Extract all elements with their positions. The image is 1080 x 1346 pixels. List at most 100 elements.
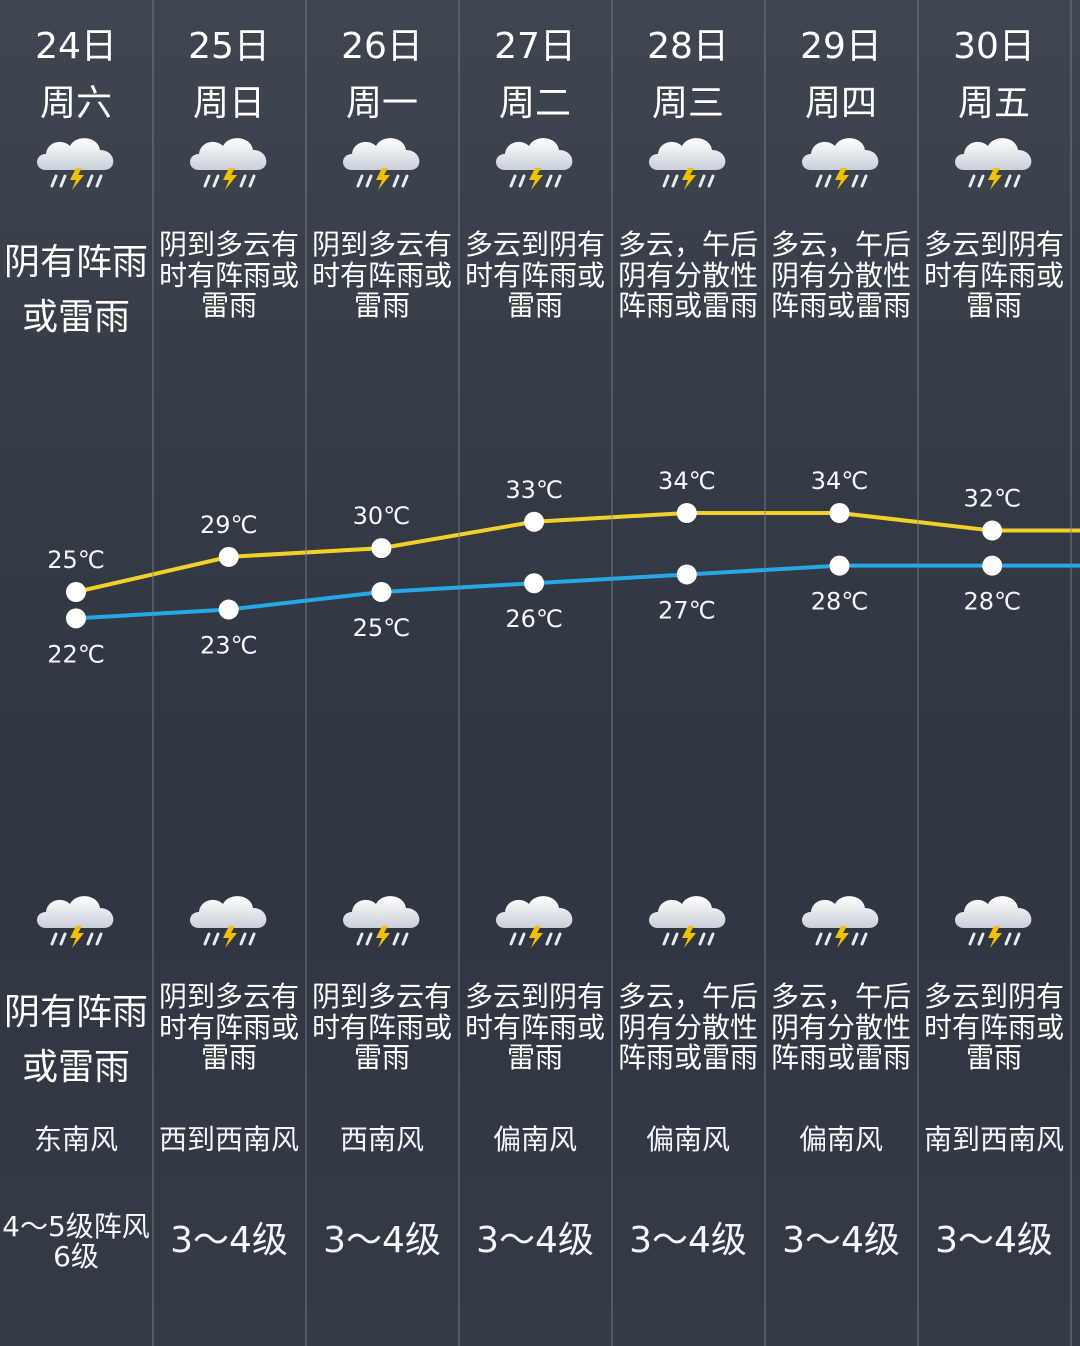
- wind-direction: 西南风: [339, 1123, 424, 1156]
- day-weather-description: 阴有阵雨或雷雨: [3, 242, 148, 338]
- forecast-date: 28日: [647, 26, 729, 67]
- thunderstorm-cloud-icon: [491, 888, 581, 950]
- wind-level: 4～5级阵风6级: [2, 1210, 150, 1273]
- day-weather-description: 多云，午后阴有分散性阵雨或雷雨: [770, 228, 911, 322]
- forecast-weekday: 周二: [498, 83, 571, 124]
- forecast-day-column[interactable]: 24日 周六 阴有阵雨或雷雨 阴有阵雨或雷雨: [0, 0, 152, 1346]
- wind-direction: 南到西南风: [923, 1123, 1064, 1156]
- wind-direction: 偏南风: [492, 1123, 577, 1156]
- night-weather-description: 多云到阴有时有阵雨或雷雨: [464, 980, 605, 1074]
- forecast-date: 29日: [800, 26, 882, 67]
- column-divider: [764, 0, 766, 1346]
- thunderstorm-cloud-icon: [185, 888, 275, 950]
- low-temperature-label: 27℃: [658, 596, 716, 624]
- low-temperature-point[interactable]: [829, 555, 850, 576]
- thunderstorm-cloud-icon: [32, 888, 122, 950]
- low-temperature-label: 22℃: [47, 640, 105, 668]
- high-temperature-point[interactable]: [524, 511, 545, 532]
- wind-level: 3～4级: [170, 1220, 288, 1261]
- forecast-day-column[interactable]: 30日 周五 多云到阴有时有阵雨或雷雨 多云: [918, 0, 1070, 1346]
- thunderstorm-cloud-icon: [185, 130, 275, 192]
- wind-level: 3～4级: [476, 1220, 594, 1261]
- high-temperature-label: 33℃: [505, 476, 563, 504]
- wind-direction: 偏南风: [645, 1123, 730, 1156]
- wind-direction: 偏南风: [798, 1123, 883, 1156]
- high-temperature-label: 30℃: [353, 502, 411, 530]
- forecast-weekday: 周一: [345, 83, 418, 124]
- night-weather-description: 多云到阴有时有阵雨或雷雨: [923, 980, 1064, 1074]
- night-weather-description: 多云，午后阴有分散性阵雨或雷雨: [770, 980, 911, 1074]
- column-divider: [611, 0, 613, 1346]
- forecast-date: 24日: [35, 26, 117, 67]
- forecast-date: 26日: [341, 26, 423, 67]
- thunderstorm-cloud-icon: [32, 130, 122, 192]
- low-temperature-label: 28℃: [963, 588, 1021, 616]
- high-temperature-point[interactable]: [371, 538, 392, 559]
- forecast-weekday: 周六: [39, 83, 112, 124]
- thunderstorm-cloud-icon: [797, 130, 887, 192]
- thunderstorm-cloud-icon: [797, 888, 887, 950]
- column-divider: [305, 0, 307, 1346]
- high-temperature-label: 25℃: [47, 546, 105, 574]
- night-weather-description: 多云，午后阴有分散性阵雨或雷雨: [617, 980, 758, 1074]
- high-temperature-point[interactable]: [66, 582, 86, 602]
- low-temperature-point[interactable]: [371, 582, 392, 602]
- day-weather-description: 阴到多云有时有阵雨或雷雨: [158, 228, 299, 322]
- forecast-day-column[interactable]: 26日 周一 阴到多云有时有阵雨或雷雨 阴到: [306, 0, 458, 1346]
- high-temperature-label: 34℃: [658, 467, 716, 495]
- column-divider: [152, 0, 154, 1346]
- wind-level: 3～4级: [782, 1220, 900, 1261]
- low-temperature-point[interactable]: [982, 555, 1003, 576]
- high-temperature-point[interactable]: [218, 546, 239, 567]
- forecast-date: 27日: [494, 26, 576, 67]
- low-temperature-label: 26℃: [505, 605, 563, 633]
- wind-direction: 西到西南风: [158, 1123, 299, 1156]
- column-divider: [1070, 0, 1072, 1346]
- day-weather-description: 多云，午后阴有分散性阵雨或雷雨: [617, 228, 758, 322]
- low-temperature-label: 23℃: [200, 632, 258, 660]
- low-temperature-point[interactable]: [676, 564, 697, 585]
- forecast-weekday: 周日: [192, 83, 265, 124]
- thunderstorm-cloud-icon: [644, 888, 734, 950]
- low-temperature-line: [75, 563, 1080, 621]
- column-divider: [917, 0, 919, 1346]
- high-temperature-label: 34℃: [811, 467, 869, 495]
- day-weather-description: 多云到阴有时有阵雨或雷雨: [923, 228, 1064, 322]
- low-temperature-point[interactable]: [66, 608, 86, 629]
- thunderstorm-cloud-icon: [950, 888, 1040, 950]
- forecast-date: 30日: [953, 26, 1035, 67]
- wind-level: 3～4级: [323, 1220, 441, 1261]
- thunderstorm-cloud-icon: [950, 130, 1040, 192]
- thunderstorm-cloud-icon: [338, 130, 428, 192]
- high-temperature-point[interactable]: [829, 503, 850, 523]
- high-temperature-label: 29℃: [200, 511, 258, 539]
- thunderstorm-cloud-icon: [491, 130, 581, 192]
- forecast-day-column[interactable]: 29日 周四 多云，午后阴有分散性阵雨或雷雨: [765, 0, 917, 1346]
- high-temperature-point[interactable]: [982, 520, 1003, 541]
- forecast-day-column[interactable]: 27日 周二 多云到阴有时有阵雨或雷雨 多云: [459, 0, 611, 1346]
- wind-level: 3～4级: [629, 1220, 747, 1261]
- forecast-date: 25日: [188, 26, 270, 67]
- forecast-weekday: 周三: [651, 83, 724, 124]
- low-temperature-label: 25℃: [353, 614, 411, 642]
- day-weather-description: 多云到阴有时有阵雨或雷雨: [464, 228, 605, 322]
- forecast-day-column[interactable]: 25日 周日 阴到多云有时有阵雨或雷雨 阴到: [153, 0, 305, 1346]
- night-weather-description: 阴到多云有时有阵雨或雷雨: [158, 980, 299, 1074]
- forecast-weekday: 周五: [957, 83, 1030, 124]
- wind-direction: 东南风: [33, 1123, 118, 1156]
- forecast-day-column[interactable]: 28日 周三 多云，午后阴有分散性阵雨或雷雨: [612, 0, 764, 1346]
- high-temperature-point[interactable]: [676, 503, 697, 523]
- column-divider: [458, 0, 460, 1346]
- low-temperature-point[interactable]: [524, 573, 545, 594]
- low-temperature-point[interactable]: [218, 599, 239, 620]
- forecast-weekday: 周四: [804, 83, 877, 124]
- low-temperature-label: 28℃: [811, 588, 869, 616]
- thunderstorm-cloud-icon: [338, 888, 428, 950]
- thunderstorm-cloud-icon: [644, 130, 734, 192]
- wind-level: 3～4级: [935, 1220, 1053, 1261]
- night-weather-description: 阴有阵雨或雷雨: [3, 992, 148, 1088]
- day-weather-description: 阴到多云有时有阵雨或雷雨: [311, 228, 452, 322]
- night-weather-description: 阴到多云有时有阵雨或雷雨: [311, 980, 452, 1074]
